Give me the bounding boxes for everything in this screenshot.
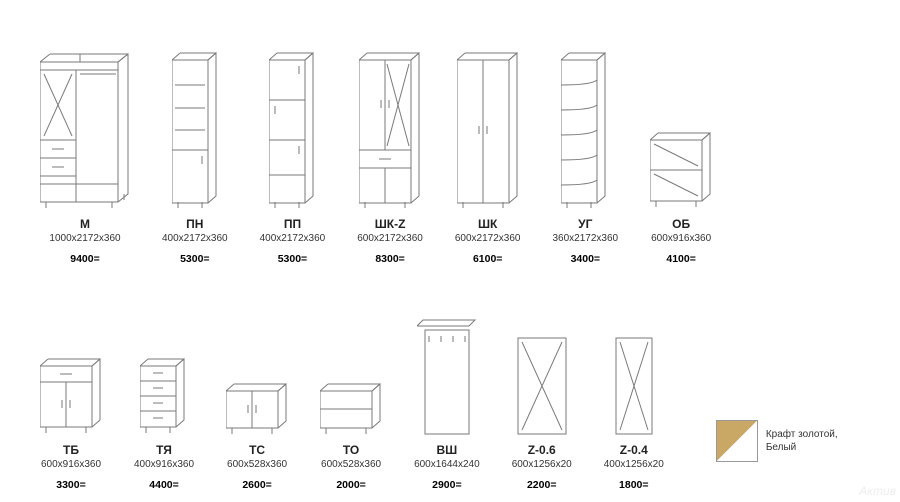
price: 2900= bbox=[414, 478, 480, 492]
furniture-catalog: М 1000x2172x360 9400= bbox=[40, 40, 880, 492]
price: 5300= bbox=[162, 252, 228, 266]
code: ОБ bbox=[651, 216, 711, 232]
code: ТЯ bbox=[134, 442, 194, 458]
price: 5300= bbox=[260, 252, 326, 266]
code: ТБ bbox=[41, 442, 101, 458]
item-pp: ПП 400x2172x360 5300= bbox=[260, 40, 326, 266]
price: 2200= bbox=[512, 478, 572, 492]
dims: 600x528x360 bbox=[227, 458, 287, 472]
item-to: ТО 600x528x360 2000= bbox=[320, 306, 382, 492]
price: 3300= bbox=[41, 478, 101, 492]
dims: 600x2172x360 bbox=[455, 232, 521, 246]
drawing-vsh bbox=[417, 316, 477, 436]
price: 1800= bbox=[604, 478, 664, 492]
item-shkz: ШК-Z 600x2172x360 8300= bbox=[357, 40, 423, 266]
item-ug: УГ 360x2172x360 3400= bbox=[553, 40, 619, 266]
dims: 400x916x360 bbox=[134, 458, 194, 472]
code: Z-0.4 bbox=[604, 442, 664, 458]
price: 4400= bbox=[134, 478, 194, 492]
code: ВШ bbox=[414, 442, 480, 458]
row-1: М 1000x2172x360 9400= bbox=[40, 40, 880, 266]
code: М bbox=[49, 216, 120, 232]
item-ob: ОБ 600x916x360 4100= bbox=[650, 40, 712, 266]
drawing-ts bbox=[226, 381, 288, 436]
code: Z-0.6 bbox=[512, 442, 572, 458]
drawing-tb bbox=[40, 356, 102, 436]
code: ТО bbox=[321, 442, 381, 458]
drawing-tya bbox=[140, 356, 188, 436]
dims: 600x916x360 bbox=[41, 458, 101, 472]
code: ПП bbox=[260, 216, 326, 232]
dims: 400x1256x20 bbox=[604, 458, 664, 472]
price: 9400= bbox=[49, 252, 120, 266]
drawing-ug bbox=[561, 50, 609, 210]
drawing-pn bbox=[172, 50, 218, 210]
price: 2600= bbox=[227, 478, 287, 492]
dims: 400x2172x360 bbox=[162, 232, 228, 246]
code: ШК-Z bbox=[357, 216, 423, 232]
drawing-m bbox=[40, 50, 130, 210]
drawing-pp bbox=[269, 50, 315, 210]
color-swatch-block: Крафт золотой, Белый bbox=[716, 420, 856, 462]
drawing-z04 bbox=[614, 336, 654, 436]
dims: 1000x2172x360 bbox=[49, 232, 120, 246]
dims: 600x1256x20 bbox=[512, 458, 572, 472]
drawing-ob bbox=[650, 130, 712, 210]
price: 8300= bbox=[357, 252, 423, 266]
item-pn: ПН 400x2172x360 5300= bbox=[162, 40, 228, 266]
drawing-to bbox=[320, 381, 382, 436]
item-m: М 1000x2172x360 9400= bbox=[40, 40, 130, 266]
color-swatch bbox=[716, 420, 758, 462]
dims: 600x2172x360 bbox=[357, 232, 423, 246]
dims: 360x2172x360 bbox=[553, 232, 619, 246]
drawing-shk bbox=[457, 50, 519, 210]
item-z04: Z-0.4 400x1256x20 1800= bbox=[604, 306, 664, 492]
item-shk: ШК 600x2172x360 6100= bbox=[455, 40, 521, 266]
price: 3400= bbox=[553, 252, 619, 266]
item-tya: ТЯ 400x916x360 4400= bbox=[134, 306, 194, 492]
price: 4100= bbox=[651, 252, 711, 266]
item-tb: ТБ 600x916x360 3300= bbox=[40, 306, 102, 492]
row-2: ТБ 600x916x360 3300= bbox=[40, 306, 880, 492]
dims: 600x916x360 bbox=[651, 232, 711, 246]
item-ts: ТС 600x528x360 2600= bbox=[226, 306, 288, 492]
item-vsh: ВШ 600x1644x240 2900= bbox=[414, 306, 480, 492]
swatch-label: Крафт золотой, Белый bbox=[766, 428, 856, 454]
code: ТС bbox=[227, 442, 287, 458]
price: 6100= bbox=[455, 252, 521, 266]
code: ШК bbox=[455, 216, 521, 232]
drawing-z06 bbox=[516, 336, 568, 436]
dims: 600x528x360 bbox=[321, 458, 381, 472]
watermark: Актив bbox=[859, 484, 896, 498]
code: ПН bbox=[162, 216, 228, 232]
code: УГ bbox=[553, 216, 619, 232]
item-z06: Z-0.6 600x1256x20 2200= bbox=[512, 306, 572, 492]
dims: 400x2172x360 bbox=[260, 232, 326, 246]
dims: 600x1644x240 bbox=[414, 458, 480, 472]
drawing-shkz bbox=[359, 50, 421, 210]
price: 2000= bbox=[321, 478, 381, 492]
